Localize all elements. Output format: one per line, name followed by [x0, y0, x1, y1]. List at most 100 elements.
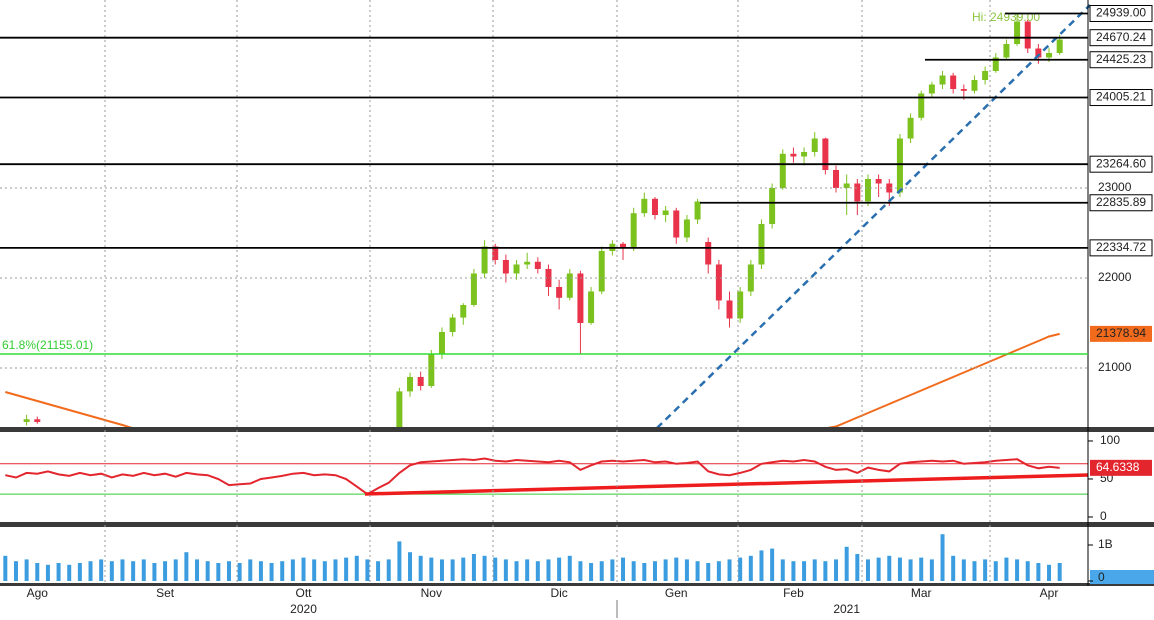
candle-body [620, 243, 627, 249]
candle-body [939, 75, 946, 85]
hi-label: Hi: 24939.00 [972, 10, 1040, 24]
candle-body [886, 183, 893, 193]
price-panel [5, 13, 1063, 428]
level-label: 24425.23 [1096, 52, 1146, 66]
level-label: 24005.21 [1096, 90, 1146, 104]
candle-body [918, 93, 925, 118]
candle-body [875, 178, 882, 184]
candle-body [683, 219, 690, 238]
x-tick-label: Apr [1040, 586, 1059, 600]
volume-bar [77, 563, 82, 581]
volume-bar [610, 559, 615, 581]
candle-body [396, 391, 403, 428]
candle-body [460, 304, 467, 318]
volume-bar [631, 561, 636, 581]
volume-bar [386, 559, 391, 581]
candle-body [651, 198, 658, 215]
volume-bar [333, 559, 338, 581]
volume-bar [184, 552, 189, 581]
volume-bar [45, 564, 50, 581]
candle-body [1056, 39, 1063, 54]
volume-bar [365, 559, 370, 581]
panel-separator [0, 522, 1154, 527]
volume-bar [290, 559, 295, 581]
volume-bar [897, 557, 902, 581]
volume-bar [1047, 564, 1052, 581]
candle-body [556, 286, 563, 298]
volume-bar [88, 561, 93, 581]
volume-bar [376, 561, 381, 581]
value-box [1089, 155, 1153, 173]
y-tick-label: 1B [1098, 537, 1113, 551]
volume-bar [141, 559, 146, 581]
volume-bar [791, 561, 796, 581]
volume-bar [56, 563, 61, 581]
volume-bar [951, 555, 956, 581]
candle-body [694, 201, 701, 220]
candle-body [598, 250, 605, 292]
level-label: 23264.60 [1096, 156, 1146, 170]
value-box [1089, 4, 1153, 22]
candle-body [737, 291, 744, 319]
volume-bar [152, 563, 157, 581]
panel-separator [0, 583, 1154, 586]
value-box [1089, 29, 1153, 47]
year-label: 2021 [833, 602, 860, 616]
candle-body [715, 264, 722, 301]
candle-body [992, 57, 999, 72]
candle-body [758, 223, 765, 265]
x-tick-label: Gen [665, 586, 688, 600]
candle-body [971, 80, 978, 91]
volume-bar [887, 555, 892, 581]
value-box [1089, 194, 1153, 212]
volume-bar [3, 555, 8, 581]
volume-bar [35, 563, 40, 581]
volume-bar [599, 561, 604, 581]
x-tick-label: Nov [421, 586, 442, 600]
volume-bar [738, 557, 743, 581]
volume-bar [418, 555, 423, 581]
rsi-panel [0, 457, 1088, 496]
candle-body [864, 178, 871, 202]
fib-label: 61.8%(21155.01) [2, 338, 93, 352]
volume-bar [226, 561, 231, 581]
candle-body [630, 213, 637, 249]
volume-bar [1004, 557, 1009, 581]
candle-body [34, 419, 41, 422]
volume-bar [855, 554, 860, 581]
level-label: 24670.24 [1096, 30, 1146, 44]
candle-body [896, 138, 903, 193]
volume-bar [322, 561, 327, 581]
volume-bar [408, 552, 413, 581]
volume-bar [812, 559, 817, 581]
volume-bar [993, 561, 998, 581]
volume-bar [109, 561, 114, 581]
candle-body [470, 273, 477, 305]
volume-bar [1036, 563, 1041, 581]
volume-bar [354, 555, 359, 581]
volume-bar [589, 563, 594, 581]
volume-bar [429, 557, 434, 581]
volume-bar [663, 559, 668, 581]
volume-bar [205, 561, 210, 581]
volume-bar [514, 561, 519, 581]
y-tick-label: 23000 [1098, 180, 1132, 194]
volume-bar [131, 561, 136, 581]
candle-body [662, 210, 669, 215]
volume-bar [834, 559, 839, 581]
volume-bar [482, 555, 487, 581]
rsi-label: 64.6338 [1096, 460, 1140, 474]
volume-bar [1015, 559, 1020, 581]
y-tick-label: 21000 [1098, 360, 1132, 374]
volume-bar [567, 555, 572, 581]
year-label: 2020 [290, 602, 317, 616]
volume-bar [280, 561, 285, 581]
candle-body [982, 71, 989, 81]
volume-bar [652, 561, 657, 581]
volume-bar [1057, 563, 1062, 581]
x-tick-label: Mar [911, 586, 932, 600]
volume-bar [578, 561, 583, 581]
volume-bar [961, 559, 966, 581]
volume-panel [3, 534, 1062, 581]
